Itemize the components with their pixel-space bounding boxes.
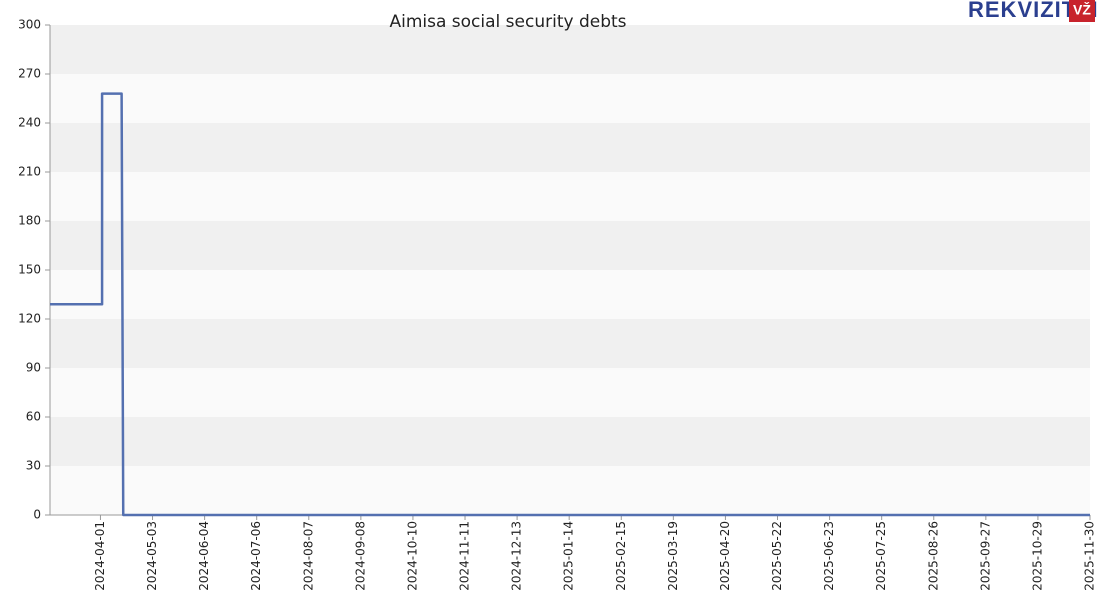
grid-band bbox=[50, 319, 1090, 368]
logo-text: REKVIZITAI bbox=[968, 0, 1099, 22]
x-tick-label: 2024-04-01 bbox=[93, 521, 107, 590]
x-tick-label: 2025-11-30 bbox=[1083, 521, 1097, 590]
x-tick-label: 2024-05-03 bbox=[145, 521, 159, 590]
x-tick-label: 2024-07-06 bbox=[249, 521, 263, 590]
logo-badge: VŽ bbox=[1073, 1, 1091, 18]
x-tick-label: 2025-09-27 bbox=[978, 521, 992, 590]
grid-band bbox=[50, 417, 1090, 466]
y-tick-label: 0 bbox=[33, 508, 41, 522]
x-tick-label: 2024-06-04 bbox=[197, 521, 211, 590]
grid-band bbox=[50, 123, 1090, 172]
logo-badge-box bbox=[1069, 0, 1095, 22]
y-tick-label: 120 bbox=[18, 312, 41, 326]
x-tick-label: 2025-10-29 bbox=[1030, 521, 1044, 590]
x-tick-label: 2024-10-10 bbox=[405, 521, 419, 590]
y-tick-label: 240 bbox=[18, 116, 41, 130]
x-tick-label: 2024-12-13 bbox=[510, 521, 524, 590]
y-tick-label: 270 bbox=[18, 67, 41, 81]
lines bbox=[50, 92, 1090, 517]
grid-band bbox=[50, 221, 1090, 270]
y-tick-label: 300 bbox=[18, 18, 41, 32]
y-tick-label: 30 bbox=[26, 459, 41, 473]
y-tick-label: 210 bbox=[18, 165, 41, 179]
x-tick-label: 2024-08-07 bbox=[301, 521, 315, 590]
x-tick-label: 2025-02-15 bbox=[614, 521, 628, 590]
plot-background bbox=[50, 25, 1090, 515]
x-tick-label: 2025-06-23 bbox=[822, 521, 836, 590]
axes: 0 30 60 90 120 150 180 210 240 270 300 2024-04-01 20… bbox=[18, 18, 1096, 590]
x-tick-label: 2025-03-19 bbox=[666, 521, 680, 590]
x-tick-label: 2025-05-22 bbox=[770, 521, 784, 590]
x-tick-label: 2025-01-14 bbox=[562, 521, 576, 590]
y-tick-label: 150 bbox=[18, 263, 41, 277]
x-tick-label: 2024-09-08 bbox=[353, 521, 367, 590]
grid-band bbox=[50, 25, 1090, 74]
x-tick-label: 2025-04-20 bbox=[718, 521, 732, 590]
x-tick-label: 2025-07-25 bbox=[874, 521, 888, 590]
y-tick-label: 90 bbox=[26, 361, 41, 375]
x-tick-label: 2024-11-11 bbox=[458, 521, 472, 590]
x-tick-label: 2025-08-26 bbox=[926, 521, 940, 590]
line-series bbox=[50, 92, 1090, 517]
y-tick-label: 180 bbox=[18, 214, 41, 228]
chart-title: Aimisa social security debts bbox=[389, 12, 626, 32]
y-tick-label: 60 bbox=[26, 410, 41, 424]
